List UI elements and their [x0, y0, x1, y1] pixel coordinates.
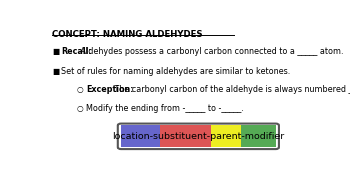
Text: ■: ■ — [52, 66, 59, 75]
Text: Aldehydes possess a carbonyl carbon connected to a _____ atom.: Aldehydes possess a carbonyl carbon conn… — [78, 47, 344, 56]
Text: ○: ○ — [76, 85, 83, 94]
Bar — [121, 125, 160, 147]
Text: CONCEPT: NAMING ALDEHYDES: CONCEPT: NAMING ALDEHYDES — [52, 30, 203, 39]
Text: CLUTCH: CLUTCH — [282, 181, 316, 190]
Text: location-substituent-parent-modifier: location-substituent-parent-modifier — [112, 132, 285, 141]
Bar — [211, 125, 241, 147]
Bar — [241, 125, 276, 147]
Text: Set of rules for naming aldehydes are similar to ketones.: Set of rules for naming aldehydes are si… — [61, 66, 290, 75]
Text: Modify the ending from -_____ to -_____.: Modify the ending from -_____ to -_____. — [86, 103, 244, 113]
Text: Recall:: Recall: — [61, 47, 92, 56]
Text: Exception:: Exception: — [86, 85, 133, 94]
Text: ○: ○ — [76, 103, 83, 113]
Bar — [160, 125, 211, 147]
Text: ■: ■ — [52, 47, 59, 56]
Text: The carbonyl carbon of the aldehyde is always numbered _____.: The carbonyl carbon of the aldehyde is a… — [112, 85, 350, 94]
